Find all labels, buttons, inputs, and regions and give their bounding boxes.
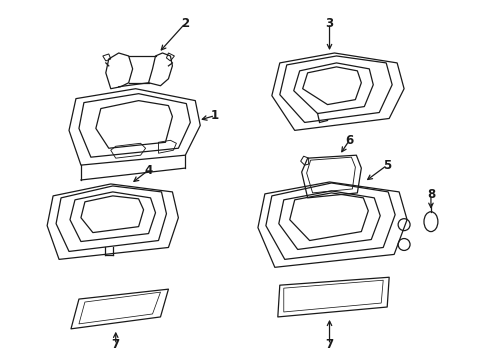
Text: 3: 3 [325,17,334,30]
Text: 4: 4 [145,163,153,176]
Text: 1: 1 [211,109,219,122]
Text: 2: 2 [181,17,190,30]
Text: 8: 8 [427,188,435,201]
Text: 5: 5 [383,159,392,172]
Text: 7: 7 [112,338,120,351]
Text: 6: 6 [345,134,353,147]
Text: 7: 7 [325,338,334,351]
